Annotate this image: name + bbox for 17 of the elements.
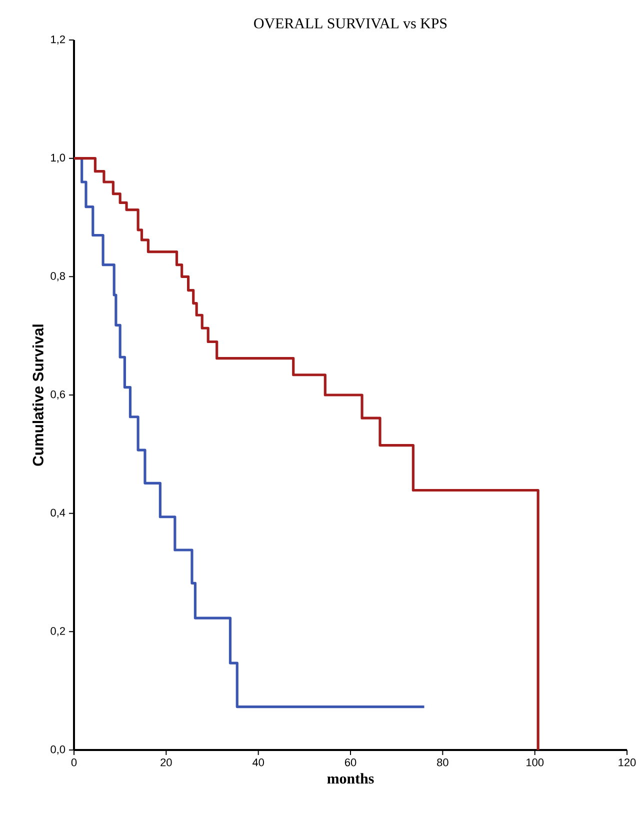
y-tick-label: 0,8: [50, 272, 66, 282]
y-tick-label: 1,2: [51, 35, 65, 45]
y-tick-label: 0,6: [50, 390, 66, 400]
y-tick-label: 0,0: [50, 745, 66, 755]
y-tick-label: 0,2: [50, 627, 65, 636]
x-tick-label: 100: [526, 758, 544, 766]
x-tick-label: 0: [71, 758, 77, 766]
x-tick-label: 20: [160, 758, 172, 766]
y-tick-label: 1,0: [51, 154, 66, 163]
y-axis-title: Cumulative Survival: [32, 324, 44, 466]
x-tick-label: 60: [344, 758, 356, 766]
y-tick-label: 0,4: [50, 508, 66, 518]
x-tick-label: 40: [252, 758, 264, 766]
x-axis-title: months: [327, 773, 374, 784]
chart-title: OVERALL SURVIVAL vs KPS: [254, 18, 447, 28]
x-tick-label: 120: [618, 758, 636, 766]
x-tick-label: 80: [437, 758, 448, 766]
